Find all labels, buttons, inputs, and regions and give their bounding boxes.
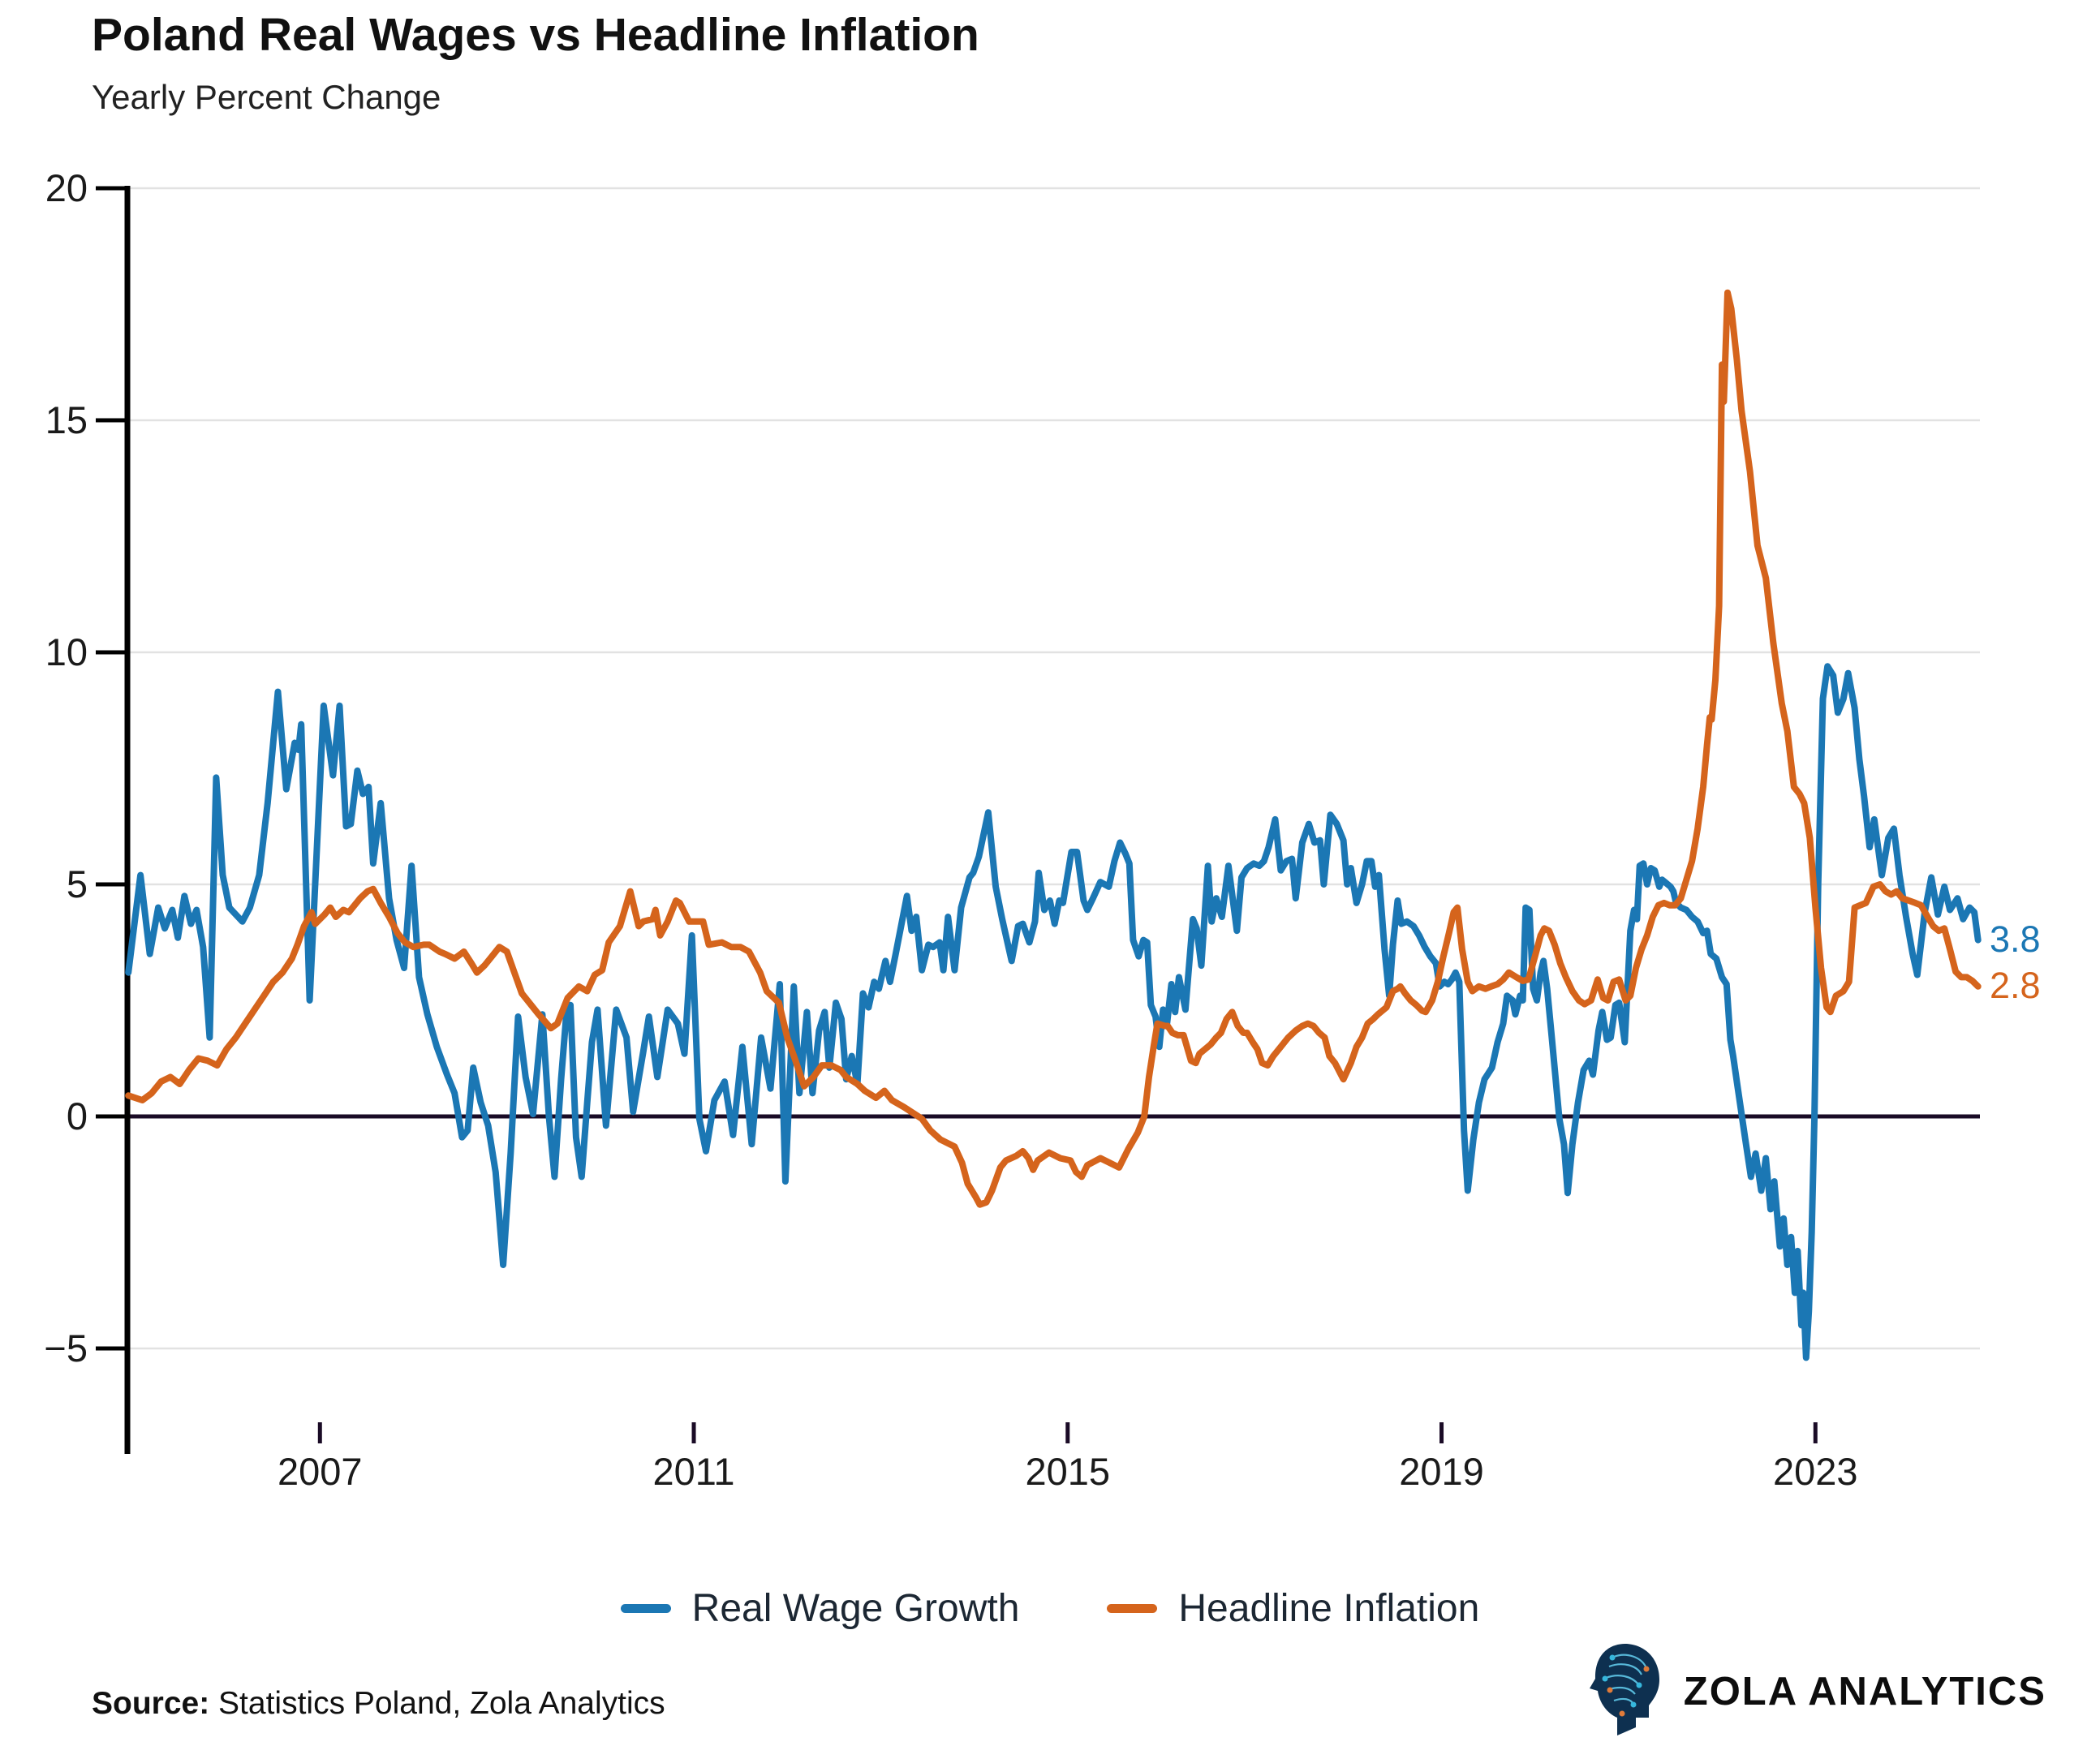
x-tick-label: 2007 (278, 1450, 363, 1493)
x-tick-label: 2015 (1025, 1450, 1111, 1493)
chart-title: Poland Real Wages vs Headline Inflation (92, 9, 979, 61)
y-tick-label: 5 (66, 862, 88, 905)
legend-label-headline-inflation: Headline Inflation (1178, 1587, 1480, 1630)
x-tick-label: 2011 (652, 1450, 735, 1493)
y-tick-label: 20 (45, 166, 88, 209)
legend-swatch-headline-inflation (1107, 1604, 1158, 1613)
end-label-real-wage-growth: 3.8 (1990, 918, 2041, 960)
series-line-headline-inflation (125, 289, 1982, 1208)
series-line-real-wage-growth (125, 663, 1982, 1361)
chart-subtitle: Yearly Percent Change (92, 78, 441, 116)
end-label-headline-inflation: 2.8 (1990, 964, 2041, 1006)
source-label: Source: (92, 1686, 210, 1721)
x-tick-label: 2023 (1772, 1450, 1858, 1493)
y-tick-label: 10 (45, 630, 88, 673)
legend-label-real-wage-growth: Real Wage Growth (691, 1587, 1020, 1630)
legend-item-real-wage-growth: Real Wage Growth (620, 1586, 1020, 1631)
y-tick-label: 0 (66, 1095, 88, 1138)
legend-item-headline-inflation: Headline Inflation (1107, 1586, 1479, 1631)
source-text: Statistics Poland, Zola Analytics (209, 1686, 665, 1721)
y-tick-label: 15 (45, 398, 88, 441)
brand-head-icon (1589, 1643, 1659, 1735)
brand-logo: ZOLA ANALYTICS (1581, 1641, 2046, 1743)
x-tick-label: 2019 (1399, 1450, 1484, 1493)
source-note: Source: Statistics Poland, Zola Analytic… (92, 1686, 665, 1722)
legend: Real Wage Growth Headline Inflation (0, 1586, 2100, 1631)
brand-name: ZOLA ANALYTICS (1683, 1670, 2046, 1714)
legend-swatch-real-wage-growth (620, 1604, 671, 1613)
y-tick-label: −5 (44, 1327, 88, 1370)
